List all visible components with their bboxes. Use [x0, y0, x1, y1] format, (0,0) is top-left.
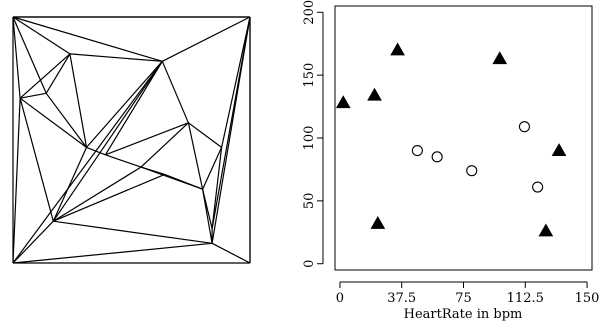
triangulation-edge-13	[19, 92, 47, 99]
triangulation-edge-34	[105, 154, 142, 168]
triangulation-edge-35	[86, 146, 106, 156]
triangulation-edge-33	[211, 147, 223, 229]
triangulation-edge-20	[86, 60, 163, 148]
y-tick-label-0: 0	[302, 260, 317, 268]
triangulation-edge-31	[105, 122, 189, 156]
triangle-point-1	[367, 87, 382, 101]
triangle-point-0	[335, 95, 351, 109]
x-tick-label-4: 150	[575, 291, 600, 306]
triangulation-edge-28	[188, 122, 222, 148]
triangulation-edge-14	[45, 92, 87, 148]
scatter-plot: 0 37.5 75 112.5 150 0 50 100 150 200 HeartRate i…	[302, 0, 599, 322]
circle-point-2	[466, 165, 478, 177]
triangulation-edge-46	[211, 242, 251, 264]
triangulation-edge-38	[164, 173, 203, 190]
circle-point-3	[518, 121, 531, 133]
triangulation-edge-30	[140, 122, 189, 168]
triangulation-edge-10	[45, 53, 71, 94]
y-tick-label-3: 150	[302, 63, 317, 88]
triangle-point-5	[551, 143, 567, 156]
triangulation-edge-11	[69, 53, 88, 148]
triangulation-edge-6	[12, 16, 21, 99]
triangulation-edge-4	[12, 16, 71, 55]
triangulation-edge-24	[221, 16, 251, 148]
triangulation-edge-18	[162, 16, 251, 62]
y-tick-label-2: 100	[302, 126, 317, 151]
triangulation-edges	[12, 16, 251, 264]
triangulation-edge-22	[52, 60, 163, 222]
triangulation-edge-45	[12, 220, 54, 264]
y-tick-label-1: 50	[302, 193, 317, 210]
triangulation-edge-40	[52, 166, 142, 222]
x-axis: 0 37.5 75 112.5 150	[336, 281, 600, 306]
triangulation-edge-17	[12, 98, 21, 264]
circle-point-0	[411, 145, 423, 157]
triangle-point-6	[538, 223, 554, 237]
triangulation-edge-12	[19, 53, 71, 99]
triangulation-edge-9	[69, 53, 163, 62]
triangulation-edge-47	[12, 242, 213, 264]
triangle-point-2	[390, 42, 405, 56]
x-tick-label-0: 0	[336, 291, 344, 306]
triangulation-edge-21	[104, 60, 163, 156]
triangulation-edge-29	[187, 122, 204, 190]
y-axis: 0 50 100 150 200	[302, 0, 324, 268]
circle-point-1	[431, 151, 443, 163]
triangulation-edge-44	[53, 220, 213, 244]
triangle-point-3	[492, 51, 508, 65]
triangulation-edge-37	[140, 166, 165, 175]
x-tick-label-1: 37.5	[387, 291, 416, 306]
triangulation-edge-42	[202, 189, 213, 244]
triangulation-edge-26	[211, 16, 251, 244]
plot-frame	[334, 5, 593, 271]
triangulation-edge-23	[12, 60, 163, 264]
triangulation-edge-39	[53, 173, 165, 222]
y-tick-label-4: 200	[302, 0, 317, 25]
x-tick-label-2: 75	[455, 291, 472, 306]
circle-point-4	[532, 181, 544, 193]
triangulation-edge-19	[161, 61, 189, 124]
x-tick-label-3: 112.5	[507, 291, 544, 306]
triangulation-edge-16	[19, 98, 54, 222]
triangulation-edge-32	[202, 147, 223, 190]
triangulation-edge-48	[52, 147, 88, 222]
triangulation-edge-15	[19, 97, 87, 148]
data-markers	[335, 42, 567, 237]
triangulation-edge-7	[12, 16, 163, 62]
triangle-point-4	[370, 215, 386, 229]
x-axis-label: HeartRate in bpm	[404, 307, 523, 322]
